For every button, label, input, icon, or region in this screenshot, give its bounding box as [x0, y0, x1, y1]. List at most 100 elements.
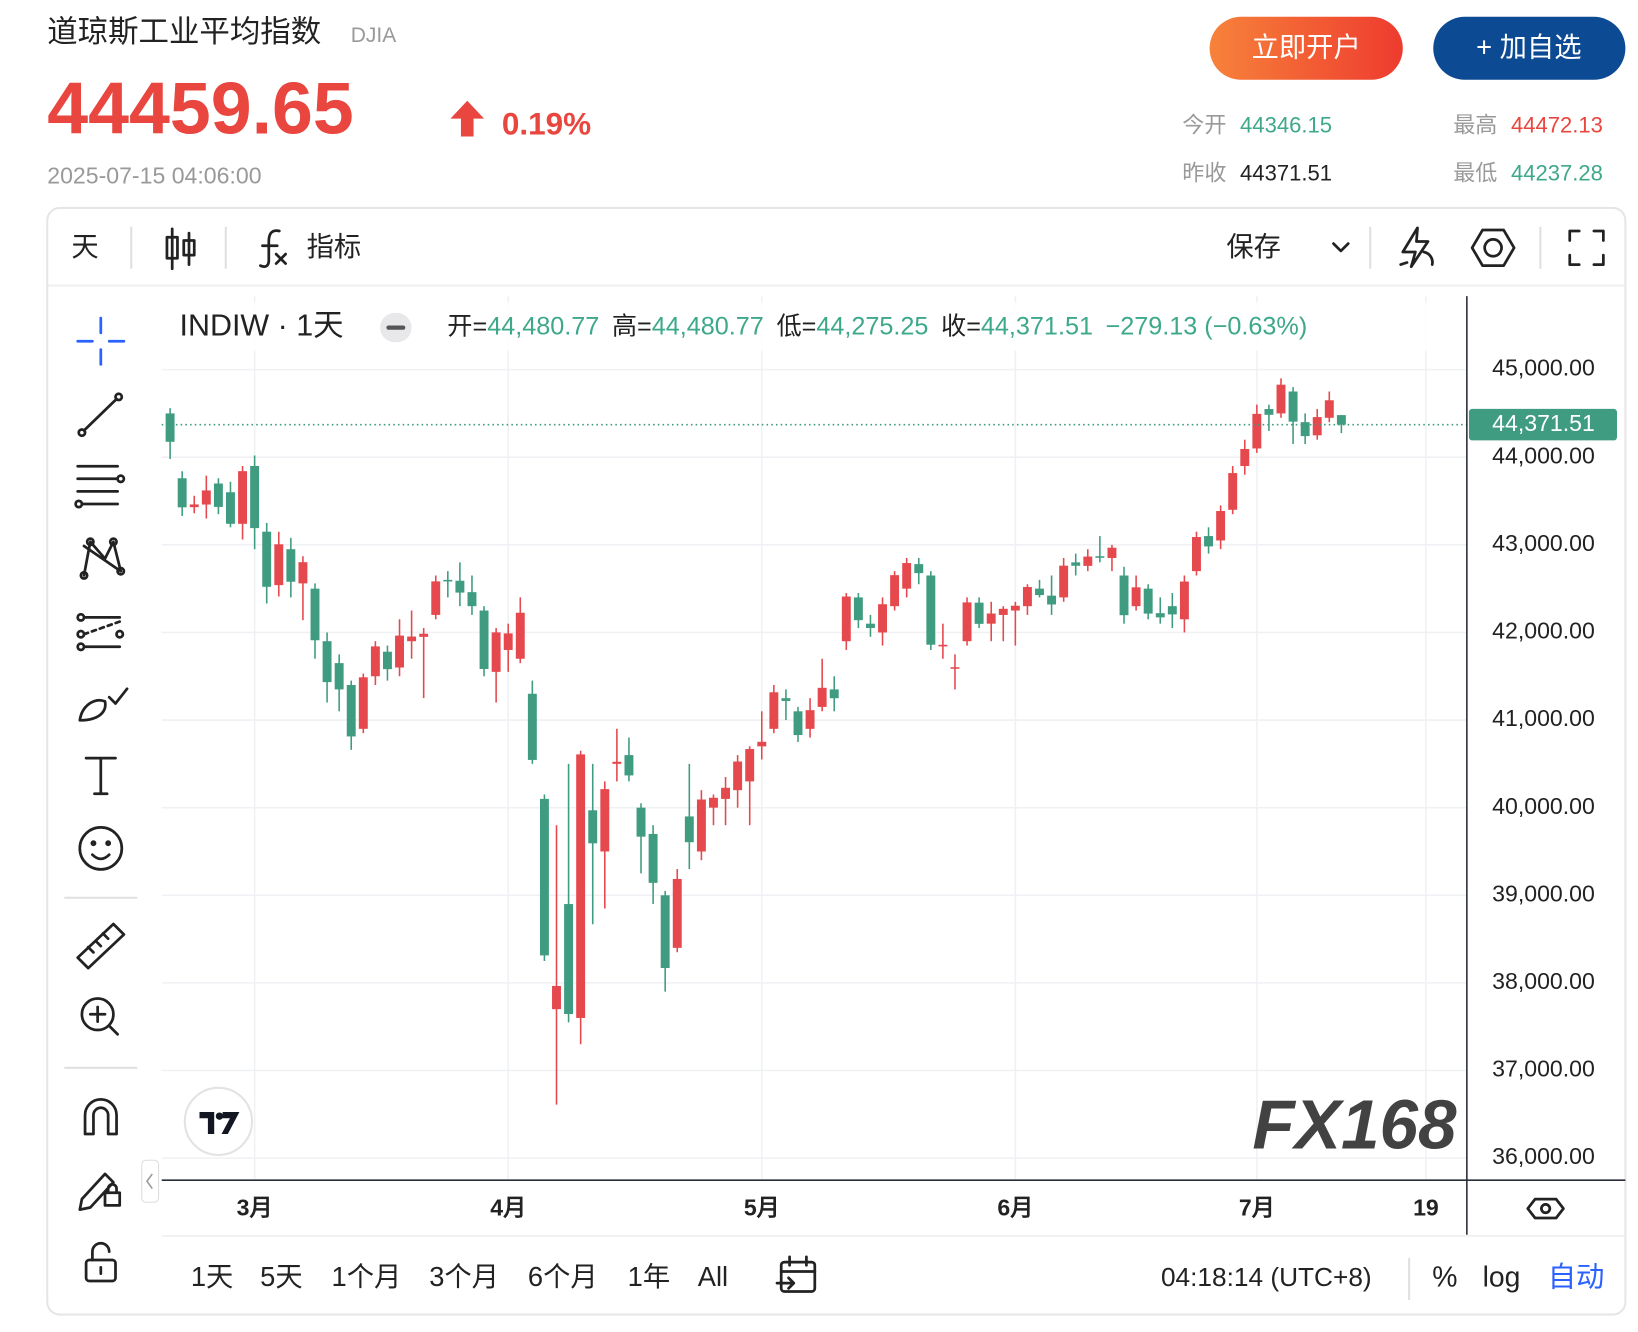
title: 道琼斯工业平均指数 — [47, 15, 321, 49]
button-bg — [1433, 16, 1626, 80]
candle-body — [998, 608, 1008, 615]
lock-tool[interactable] — [84, 1241, 117, 1283]
candle-body — [322, 641, 332, 683]
crosshair-tool[interactable] — [76, 316, 126, 366]
candle-body — [539, 798, 549, 956]
stat-label: 今开 — [1182, 112, 1226, 137]
stat-label: 昨收 — [1182, 161, 1226, 186]
candle-body — [1167, 606, 1177, 615]
chart-type-button[interactable] — [165, 227, 196, 271]
alert-icon[interactable] — [1399, 226, 1434, 269]
indicators-button[interactable]: 指标 — [307, 231, 362, 262]
range-button[interactable]: 3个月 — [429, 1261, 499, 1292]
candle-body — [696, 799, 706, 852]
candle-body — [201, 490, 211, 505]
candle-body — [588, 810, 598, 844]
fx-icon[interactable] — [259, 229, 287, 268]
forecast-tool[interactable] — [76, 612, 125, 652]
candle-body — [757, 741, 767, 747]
tv-logo[interactable] — [183, 1086, 254, 1157]
stat-label: 最高 — [1453, 112, 1497, 137]
legend-value: 44,480.77 — [652, 312, 764, 340]
candle-body — [938, 644, 948, 647]
button-bg — [1209, 16, 1403, 80]
collapse-handle[interactable] — [141, 1159, 160, 1203]
x-tick-label: 3月 — [237, 1195, 273, 1221]
range-button[interactable]: 1天 — [191, 1261, 233, 1292]
candle-body — [600, 789, 610, 852]
candle-body — [1083, 556, 1093, 566]
candle-body — [1035, 588, 1044, 596]
date-picker[interactable] — [775, 1255, 817, 1293]
candle-body — [648, 833, 658, 883]
candle-body — [1204, 536, 1214, 547]
watchlist-button[interactable]: + 加自选 — [1433, 16, 1626, 80]
candle-body — [358, 677, 368, 729]
candle-body — [684, 816, 694, 843]
legend-label: 高= — [612, 312, 652, 340]
brush-tool[interactable] — [78, 687, 129, 722]
open-account-button[interactable]: 立即开户 — [1209, 16, 1403, 80]
settings-icon[interactable] — [1470, 228, 1516, 268]
legend-value: 44,371.51 — [981, 312, 1093, 340]
log-toggle[interactable]: log — [1483, 1261, 1521, 1293]
candle-body — [890, 575, 900, 607]
y-tick-label: 42,000.00 — [1492, 618, 1595, 644]
range-button[interactable]: 5天 — [260, 1261, 302, 1292]
stat-value: 44371.51 — [1240, 161, 1332, 186]
candle-body — [310, 588, 320, 641]
button-label: 立即开户 — [1252, 32, 1361, 63]
candle-body — [745, 749, 755, 782]
symbol: DJIA — [351, 24, 397, 47]
stat-label: 最低 — [1453, 161, 1497, 186]
zoom-tool[interactable] — [80, 997, 119, 1036]
clock: 04:18:14 (UTC+8) — [1161, 1262, 1372, 1292]
x-tick-label: 4月 — [490, 1195, 526, 1221]
auto-toggle[interactable]: 自动 — [1548, 1261, 1605, 1293]
range-button[interactable]: 1个月 — [332, 1261, 402, 1292]
candle-body — [1155, 613, 1165, 618]
fullscreen-icon[interactable] — [1568, 229, 1605, 266]
legend-change: −279.13 (−0.63%) — [1106, 312, 1308, 340]
text-tool[interactable] — [84, 756, 117, 796]
percent-toggle[interactable]: % — [1432, 1261, 1457, 1293]
candle-body — [213, 483, 223, 507]
candle-body — [853, 597, 863, 621]
candle-body — [793, 711, 803, 736]
candle-body — [1119, 575, 1129, 616]
chevron[interactable] — [1332, 242, 1350, 253]
candle-body — [455, 580, 465, 593]
ruler-tool[interactable] — [76, 922, 126, 970]
candle-body — [612, 761, 622, 764]
range-button[interactable]: 1年 — [628, 1261, 670, 1292]
magnet-tool[interactable] — [83, 1098, 118, 1136]
candle-body — [660, 895, 670, 969]
legend-symbol: INDIW · 1天 — [180, 309, 344, 343]
range-button[interactable]: 6个月 — [528, 1261, 598, 1292]
candle-body — [1300, 422, 1310, 437]
tv-logo-dot — [215, 1112, 224, 1120]
candle-body — [1143, 588, 1153, 614]
candle-body — [1228, 473, 1238, 510]
range-button[interactable]: All — [698, 1261, 728, 1292]
interval-button[interactable]: 天 — [71, 231, 98, 262]
pattern-tool[interactable] — [79, 537, 126, 580]
lock-drawing-tool[interactable] — [78, 1172, 122, 1211]
candle-body — [636, 807, 646, 837]
legend-label: 开= — [447, 312, 487, 340]
range-bar: 1天 5天 1个月 3个月 6个月 1年 All — [191, 1261, 728, 1292]
fib-tool[interactable] — [74, 464, 126, 509]
candle-body — [829, 689, 839, 699]
candle-body — [1252, 413, 1262, 449]
candle-body — [709, 797, 718, 808]
candle-body — [1216, 511, 1226, 541]
emoji-tool[interactable] — [78, 826, 124, 871]
y-tick-label: 38,000.00 — [1492, 968, 1595, 994]
trendline-tool[interactable] — [77, 392, 124, 438]
candle-body — [1022, 586, 1032, 607]
axis-settings[interactable] — [1526, 1197, 1565, 1220]
candles — [161, 378, 1467, 1105]
candle-body — [865, 623, 875, 628]
y-tick-label: 45,000.00 — [1492, 355, 1595, 381]
save-button[interactable]: 保存 — [1226, 231, 1281, 262]
